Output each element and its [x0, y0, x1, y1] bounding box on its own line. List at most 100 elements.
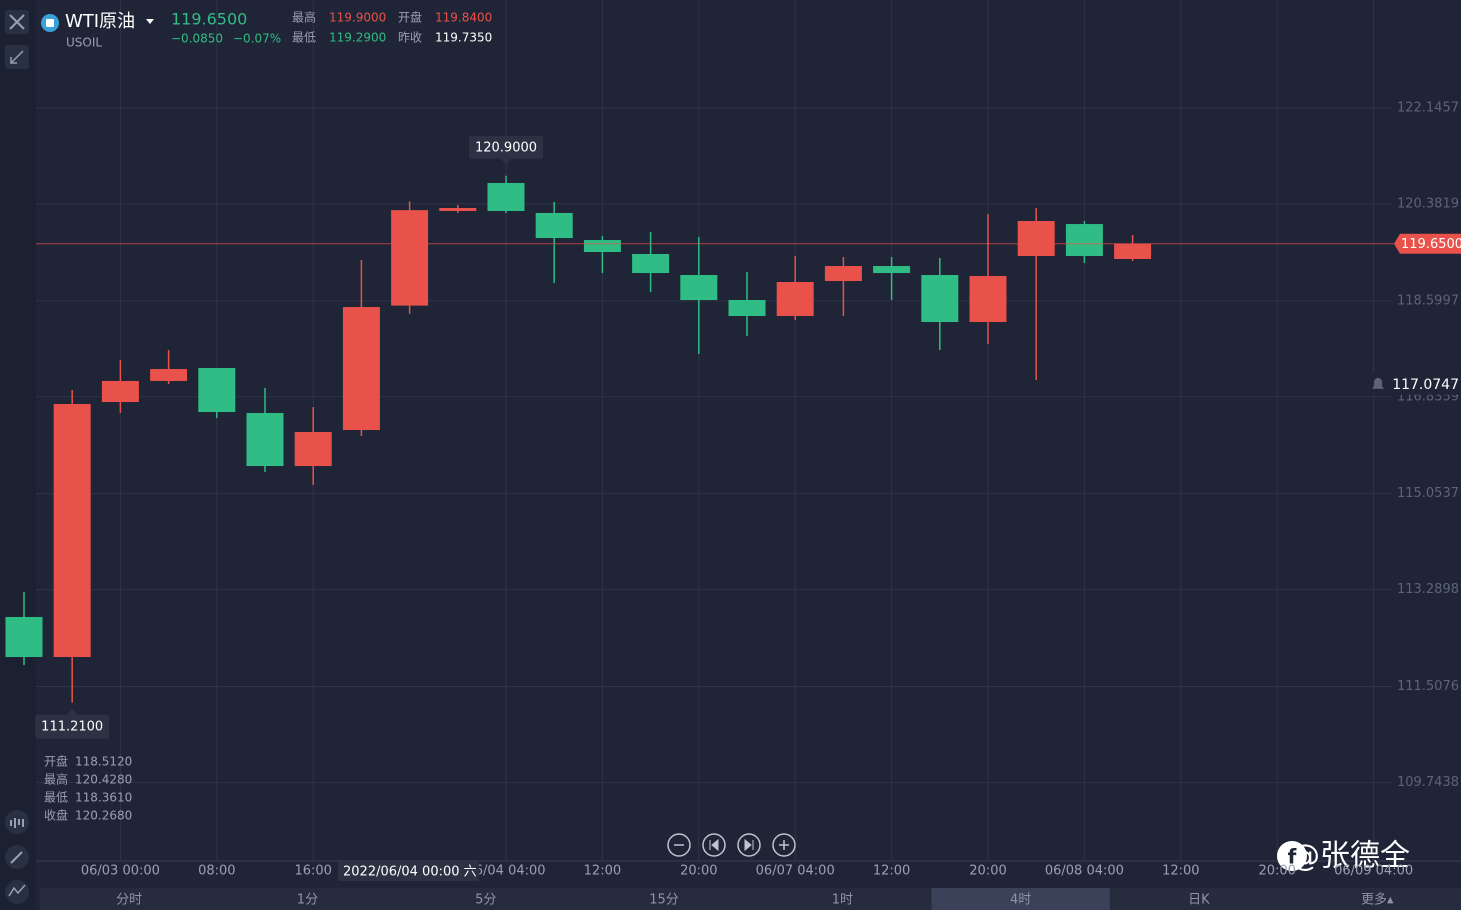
stat-value: 119.7350 — [435, 31, 492, 45]
stat-name: 最低 — [292, 31, 316, 45]
candle-body — [1017, 220, 1055, 257]
candle-body — [198, 367, 236, 413]
candle-body — [873, 266, 911, 274]
candle-body — [583, 240, 621, 252]
timeframe-tab[interactable]: 15分 — [649, 893, 679, 908]
watermark: @张德全 — [1290, 839, 1410, 874]
timeframe-tab[interactable]: 日K — [1188, 893, 1210, 908]
candle-body — [1114, 243, 1152, 260]
indicator-button[interactable] — [5, 810, 29, 834]
candle-body — [487, 182, 525, 211]
candle-body — [101, 380, 139, 403]
symbol-code: USOIL — [66, 36, 102, 50]
timeframe-tab[interactable]: 1时 — [832, 893, 853, 908]
candle-body — [921, 274, 959, 323]
draw-button[interactable] — [5, 845, 29, 869]
crosshair-x-label: 2022/06/04 00:00 六 — [343, 865, 477, 880]
x-tick-label: 06/03 00:00 — [81, 864, 160, 879]
analysis-button[interactable] — [5, 880, 29, 904]
tooltip-value: 120.4280 — [75, 773, 132, 787]
stat-name: 昨收 — [398, 31, 422, 45]
last-button[interactable] — [737, 833, 761, 857]
first-button[interactable] — [702, 833, 726, 857]
y-tick-label: 120.3819 — [1397, 196, 1459, 211]
timeframe-tab[interactable]: 5分 — [475, 893, 496, 908]
max-marker-pointer — [501, 158, 511, 165]
candle-body — [824, 266, 862, 282]
stat-name: 开盘 — [398, 10, 422, 25]
candle-body — [342, 307, 380, 431]
timeframe-tab[interactable]: 更多▴ — [1361, 892, 1394, 908]
y-tick-label: 111.5076 — [1397, 679, 1459, 694]
y-tick-label: 109.7438 — [1397, 775, 1459, 790]
candle-body — [969, 276, 1007, 323]
candle-body — [294, 431, 332, 467]
min-marker-label: 111.2100 — [41, 720, 103, 735]
left-toolbar — [0, 0, 36, 910]
max-marker-label: 120.9000 — [475, 140, 537, 155]
stat-value: 119.2900 — [329, 31, 386, 45]
x-tick-label: 06/07 04:00 — [756, 864, 835, 879]
x-tick-label: 20:00 — [680, 864, 717, 879]
x-tick-label: 06/04 04:00 — [466, 864, 545, 879]
candle-body — [53, 403, 91, 658]
change: −0.0850 — [171, 32, 223, 46]
candle-body — [680, 274, 718, 301]
x-tick-label: 12:00 — [584, 864, 621, 879]
symbol-name[interactable]: WTI原油 — [65, 11, 135, 32]
symbol-dropdown[interactable] — [146, 19, 154, 24]
min-marker-box — [35, 714, 110, 739]
candle-body — [5, 616, 43, 658]
x-tick-label: 12:00 — [1162, 864, 1199, 879]
zoom-in-button[interactable] — [772, 833, 796, 857]
symbol-icon — [41, 14, 59, 32]
max-marker-box — [469, 135, 543, 159]
x-tick-label: 12:00 — [873, 864, 910, 879]
close-button[interactable] — [5, 10, 29, 34]
candle-body — [1065, 224, 1103, 257]
y-tick-label: 115.0537 — [1397, 486, 1459, 501]
candle-body — [535, 213, 573, 239]
min-marker-pointer — [67, 708, 78, 715]
collapse-button[interactable] — [5, 45, 29, 69]
candle-body — [246, 413, 284, 467]
candle-body — [728, 300, 766, 316]
alert-bell[interactable] — [1372, 377, 1384, 389]
x-tick-label: 20:00 — [969, 864, 1006, 879]
last-price-label: 119.6500 — [1401, 237, 1461, 252]
zoom-controls — [667, 833, 796, 857]
tooltip-value: 118.5120 — [75, 755, 132, 769]
x-tick-label: 08:00 — [198, 864, 235, 879]
y-tick-label: 122.1457 — [1397, 101, 1459, 116]
stat-value: 119.9000 — [329, 11, 386, 25]
crosshair-x-box — [338, 862, 479, 881]
svg-text:f: f — [1288, 845, 1297, 869]
timeframe-tab[interactable]: 4时 — [1010, 893, 1031, 908]
stat-value: 119.8400 — [435, 11, 492, 25]
x-tick-label: 06/08 04:00 — [1045, 864, 1124, 879]
candle-body — [391, 210, 429, 306]
timeframe-tab[interactable]: 分时 — [116, 893, 142, 908]
tooltip-name: 最低 — [44, 791, 68, 805]
tooltip-name: 开盘 — [44, 754, 68, 769]
timeframe-bar — [40, 888, 1461, 910]
timeframe-tab[interactable]: 1分 — [297, 893, 318, 908]
tooltip-name: 收盘 — [44, 808, 68, 823]
y-tick-label: 118.5997 — [1397, 293, 1459, 308]
stat-name: 最高 — [292, 10, 316, 25]
tooltip-name: 最高 — [44, 772, 68, 787]
candle-body — [776, 282, 814, 316]
y-tick-label: 113.2898 — [1397, 582, 1459, 597]
x-tick-label: 16:00 — [294, 864, 331, 879]
change-percent: −0.07% — [233, 32, 281, 46]
last-price-tag — [1394, 233, 1461, 254]
zoom-out-button[interactable] — [667, 833, 691, 857]
price: 119.6500 — [171, 10, 247, 29]
crosshair-y-label: 117.0747 — [1392, 377, 1459, 393]
x-tick-label: 20:00 — [1258, 864, 1295, 879]
timeframe-active — [931, 888, 1110, 910]
candle-body — [632, 254, 670, 274]
